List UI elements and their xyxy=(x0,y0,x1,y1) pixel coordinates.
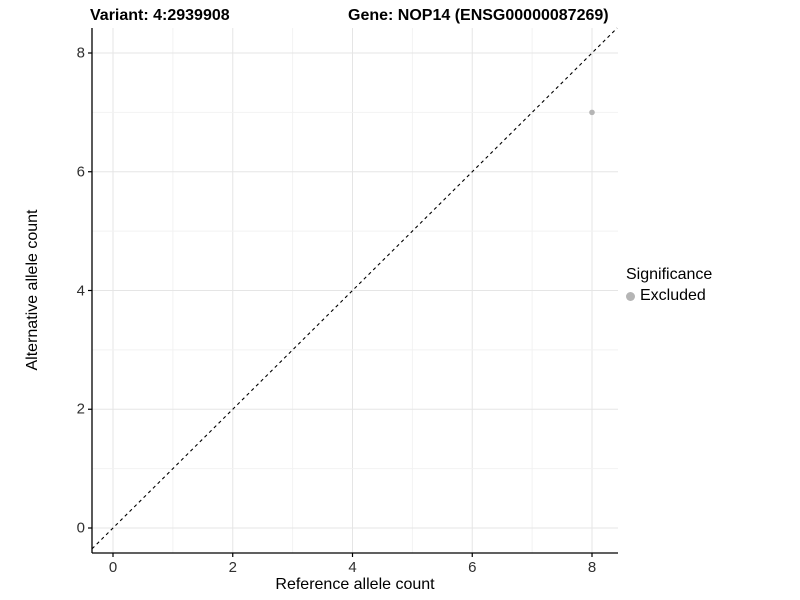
x-tick-label: 2 xyxy=(228,559,237,576)
legend: Significance Excluded xyxy=(626,266,712,305)
y-axis-title: Alternative allele count xyxy=(24,209,41,371)
x-tick-label: 6 xyxy=(468,559,477,576)
y-tick-label: 0 xyxy=(76,519,85,537)
y-tick-label: 2 xyxy=(76,400,85,418)
x-tick-label: 4 xyxy=(348,559,357,576)
y-tick-label: 4 xyxy=(76,282,85,299)
y-tick-label: 8 xyxy=(76,44,85,62)
gene-title: Gene: NOP14 (ENSG00000087269) xyxy=(348,7,609,24)
variant-title: Variant: 4:2939908 xyxy=(90,7,230,24)
legend-title: Significance xyxy=(626,266,713,283)
y-tick-label: 6 xyxy=(76,163,85,181)
x-tick-label: 0 xyxy=(108,559,118,576)
x-axis-title: Reference allele count xyxy=(275,576,435,593)
identity-line xyxy=(91,27,618,550)
legend-item-excluded: Excluded xyxy=(626,287,712,305)
data-point xyxy=(589,109,595,116)
legend-point-icon xyxy=(626,291,635,301)
legend-item-label: Excluded xyxy=(640,287,706,304)
x-tick-label: 8 xyxy=(587,559,597,576)
